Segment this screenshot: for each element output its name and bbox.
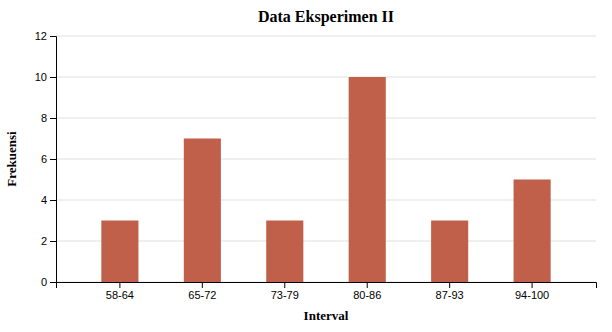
- tick-mark: [50, 282, 56, 283]
- bar: [514, 180, 551, 283]
- title: Data Eksperimen II: [258, 8, 394, 26]
- tick-mark: [50, 36, 56, 37]
- bar: [266, 221, 303, 283]
- y-axis: 0 2 4 6 8 10 12: [35, 30, 57, 288]
- tick-mark: [50, 241, 56, 242]
- tick-mark: [50, 159, 56, 160]
- tick-label: 94-100: [515, 289, 549, 301]
- x-axis-title: Interval: [304, 308, 349, 323]
- tick-label: 80-86: [353, 289, 381, 301]
- tick-label: 8: [41, 112, 47, 124]
- tick-label: 58-64: [106, 289, 134, 301]
- tick-mark: [367, 282, 368, 288]
- tick-label: 6: [41, 153, 47, 165]
- tick: 8: [41, 112, 56, 124]
- tick: 73-79: [271, 282, 299, 301]
- tick: 94-100: [515, 282, 549, 301]
- tick: 12: [35, 30, 56, 42]
- grid-line: [56, 77, 596, 78]
- tick: 80-86: [353, 282, 381, 301]
- tick-label: 73-79: [271, 289, 299, 301]
- grid: [56, 36, 596, 282]
- tick: 6: [41, 153, 56, 165]
- bar: [349, 77, 386, 282]
- tick-label: 4: [41, 194, 47, 206]
- tick-mark: [532, 282, 533, 288]
- grid-line: [56, 159, 596, 160]
- bar: [101, 221, 138, 283]
- axis-line: [57, 283, 597, 289]
- tick-mark: [449, 282, 450, 288]
- tick-mark: [50, 77, 56, 78]
- bar: [184, 139, 221, 283]
- chart: 58-64 65-72 73-79 80-86 87-93 94-100 0 2 4 6 8 10 12…: [0, 0, 612, 332]
- tick-label: 12: [35, 30, 47, 42]
- y-axis-title: Frekuensi: [4, 131, 19, 187]
- tick: 0: [41, 276, 56, 288]
- tick: 65-72: [188, 282, 216, 301]
- tick-mark: [202, 282, 203, 288]
- tick-label: 65-72: [188, 289, 216, 301]
- tick-label: 87-93: [436, 289, 464, 301]
- grid-line: [56, 36, 596, 37]
- tick-mark: [284, 282, 285, 288]
- tick-mark: [50, 118, 56, 119]
- tick: 58-64: [106, 282, 134, 301]
- tick-mark: [119, 282, 120, 288]
- x-axis: 58-64 65-72 73-79 80-86 87-93 94-100: [57, 282, 597, 301]
- tick-label: 2: [41, 235, 47, 247]
- tick: 4: [41, 194, 56, 206]
- tick: 87-93: [436, 282, 464, 301]
- bars: [101, 77, 550, 282]
- grid-line: [56, 118, 596, 119]
- axis-line: [50, 37, 57, 283]
- tick-mark: [50, 200, 56, 201]
- tick: 2: [41, 235, 56, 247]
- tick: 10: [35, 71, 56, 83]
- tick-label: 0: [41, 276, 47, 288]
- plot: 58-64 65-72 73-79 80-86 87-93 94-100 0 2 4 6 8 10 12: [35, 30, 597, 301]
- tick-label: 10: [35, 71, 47, 83]
- bar: [431, 221, 468, 283]
